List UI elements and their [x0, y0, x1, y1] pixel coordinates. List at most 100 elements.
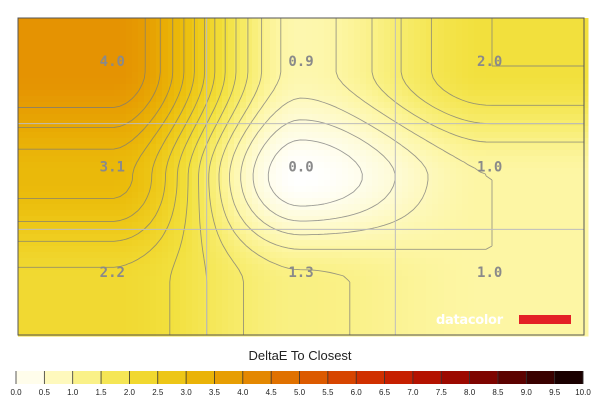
- heat-cell: [372, 216, 379, 223]
- heat-cell: [378, 36, 385, 43]
- heat-cell: [126, 108, 133, 115]
- heat-cell: [90, 234, 97, 241]
- heat-cell: [42, 90, 49, 97]
- heat-cell: [438, 204, 445, 211]
- heat-cell: [444, 270, 451, 277]
- heat-cell: [474, 162, 481, 169]
- heat-cell: [300, 252, 307, 259]
- heat-cell: [390, 18, 397, 25]
- heat-cell: [534, 180, 541, 187]
- heat-cell: [438, 264, 445, 271]
- heat-cell: [18, 270, 25, 277]
- heat-cell: [162, 138, 169, 145]
- heat-cell: [78, 162, 85, 169]
- heat-cell: [384, 174, 391, 181]
- heat-cell: [192, 36, 199, 43]
- heat-cell: [564, 54, 571, 61]
- heat-cell: [396, 210, 403, 217]
- heat-cell: [252, 198, 259, 205]
- heat-cell: [540, 36, 547, 43]
- heat-cell: [372, 126, 379, 133]
- heat-cell: [534, 276, 541, 283]
- heat-cell: [60, 108, 67, 115]
- heat-cell: [144, 30, 151, 37]
- heat-cell: [108, 294, 115, 301]
- heat-cell: [504, 24, 511, 31]
- heat-cell: [198, 42, 205, 49]
- heat-cell: [504, 138, 511, 145]
- heat-cell: [468, 114, 475, 121]
- heat-cell: [330, 42, 337, 49]
- heat-cell: [288, 204, 295, 211]
- heat-cell: [222, 144, 229, 151]
- heat-cell: [66, 126, 73, 133]
- heat-cell: [300, 150, 307, 157]
- heat-cell: [54, 318, 61, 325]
- heat-cell: [138, 132, 145, 139]
- heat-cell: [222, 114, 229, 121]
- heat-cell: [48, 168, 55, 175]
- heat-cell: [294, 234, 301, 241]
- heat-cell: [396, 282, 403, 289]
- heat-cell: [576, 198, 583, 205]
- heat-cell: [468, 108, 475, 115]
- heat-cell: [324, 66, 331, 73]
- heat-cell: [534, 162, 541, 169]
- heat-cell: [168, 96, 175, 103]
- heat-cell: [552, 252, 559, 259]
- heat-cell: [294, 108, 301, 115]
- heat-cell: [462, 42, 469, 49]
- heat-cell: [486, 96, 493, 103]
- heat-cell: [306, 66, 313, 73]
- heat-cell: [126, 66, 133, 73]
- heat-cell: [576, 228, 583, 235]
- heat-cell: [96, 96, 103, 103]
- heat-cell: [210, 240, 217, 247]
- heat-cell: [354, 204, 361, 211]
- heat-cell: [390, 270, 397, 277]
- heat-cell: [198, 36, 205, 43]
- heat-cell: [174, 198, 181, 205]
- heat-cell: [342, 30, 349, 37]
- heat-cell: [540, 84, 547, 91]
- heat-cell: [408, 180, 415, 187]
- heat-cell: [24, 234, 31, 241]
- heat-cell: [384, 90, 391, 97]
- heat-cell: [408, 324, 415, 331]
- heat-cell: [18, 42, 25, 49]
- heat-cell: [174, 264, 181, 271]
- heat-cell: [180, 168, 187, 175]
- heat-cell: [96, 318, 103, 325]
- heat-cell: [492, 78, 499, 85]
- heat-cell: [240, 54, 247, 61]
- heat-cell: [90, 96, 97, 103]
- heat-cell: [36, 30, 43, 37]
- heat-cell: [252, 60, 259, 67]
- heat-cell: [504, 234, 511, 241]
- heat-cell: [456, 198, 463, 205]
- heat-cell: [396, 276, 403, 283]
- heat-cell: [420, 228, 427, 235]
- heat-cell: [270, 102, 277, 109]
- heat-cell: [60, 90, 67, 97]
- heat-cell: [396, 222, 403, 229]
- heat-cell: [342, 138, 349, 145]
- heat-cell: [276, 210, 283, 217]
- heat-cell: [270, 282, 277, 289]
- heat-cell: [168, 312, 175, 319]
- heat-cell: [330, 192, 337, 199]
- heat-cell: [354, 114, 361, 121]
- heat-cell: [90, 186, 97, 193]
- heat-cell: [300, 66, 307, 73]
- heat-cell: [48, 204, 55, 211]
- heat-cell: [54, 84, 61, 91]
- heat-cell: [282, 186, 289, 193]
- heat-cell: [420, 210, 427, 217]
- heat-cell: [300, 222, 307, 229]
- heat-cell: [354, 138, 361, 145]
- heat-cell: [516, 252, 523, 259]
- heat-cell: [54, 180, 61, 187]
- heat-cell: [312, 222, 319, 229]
- heat-cell: [282, 30, 289, 37]
- heat-cell: [318, 138, 325, 145]
